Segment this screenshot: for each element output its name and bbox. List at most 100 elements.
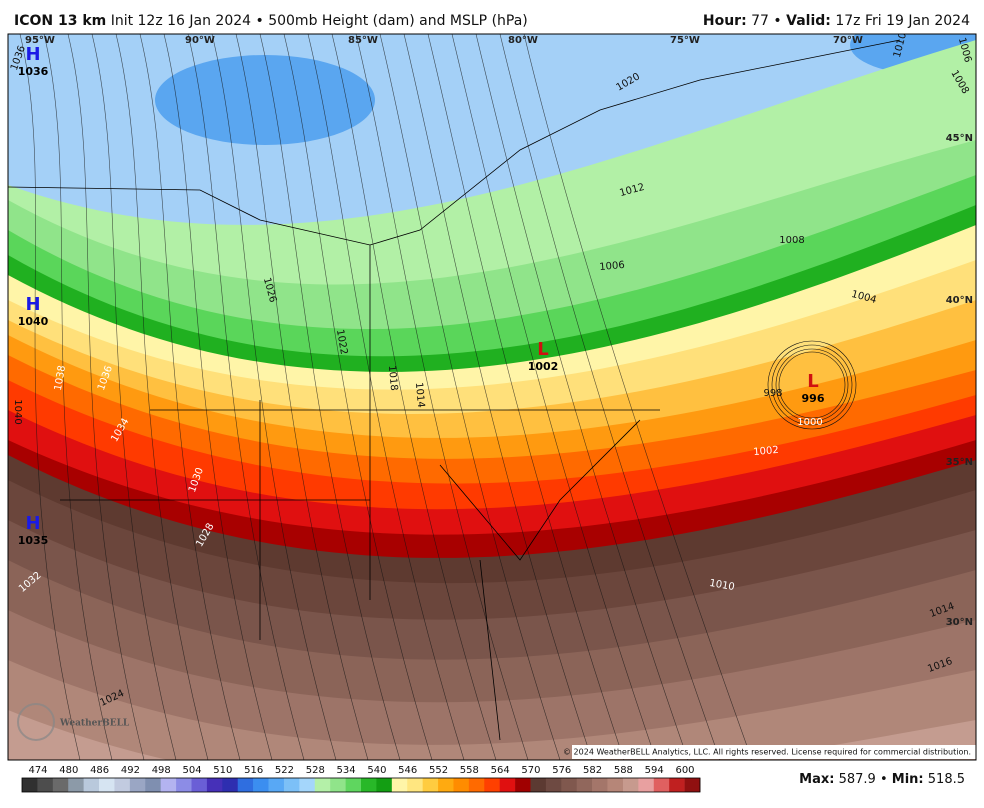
separator: • (773, 13, 781, 29)
center-letter: H (25, 44, 40, 65)
colorbar-tick-label: 552 (429, 765, 448, 776)
color-swatch (391, 778, 408, 792)
map: 95°W 90°W 85°W 80°W 75°W 70°W 45°N 40°N 35°N 30°N… (8, 34, 976, 760)
color-swatch (669, 778, 685, 792)
color-swatch (376, 778, 393, 792)
color-swatch (314, 778, 331, 792)
color-swatch (592, 778, 608, 792)
colorbar-tick-label: 564 (491, 765, 510, 776)
isobar (475, 34, 689, 760)
colorbar-tick-label: 546 (398, 765, 417, 776)
colorbar-tick-label: 582 (583, 765, 602, 776)
colorbar-tick-label: 600 (675, 765, 694, 776)
color-swatch (299, 778, 316, 792)
colorbar-tick-label: 570 (521, 765, 540, 776)
isobar-label: 1010 (708, 578, 735, 593)
isobar-label: 1002 (753, 445, 779, 458)
colorbar-tick-label: 528 (306, 765, 325, 776)
hour-label: Hour: (703, 13, 747, 29)
min-label: Min: (892, 772, 924, 787)
colorbar-border (21, 777, 701, 793)
isobar (427, 34, 625, 760)
center-value: 1040 (18, 315, 49, 328)
center-letter: H (25, 513, 40, 534)
isobar (283, 34, 433, 760)
color-swatch (191, 778, 208, 792)
isobar-label: 1008 (779, 235, 804, 246)
center-letter: L (807, 371, 818, 392)
colorbar-tick-label: 474 (28, 765, 47, 776)
field (155, 55, 375, 145)
longitude-label: 70°W (833, 35, 863, 46)
colorbar-tick-label: 534 (337, 765, 356, 776)
colorbar-tick-label: 540 (367, 765, 386, 776)
colorbar-tick-label: 594 (645, 765, 664, 776)
color-swatch (361, 778, 377, 792)
color-swatch (438, 778, 454, 792)
color-swatch (83, 778, 100, 792)
color-swatch (160, 778, 177, 792)
color-swatch (145, 778, 161, 792)
isobar-label: 1022 (334, 329, 349, 356)
model: ICON 13 km (14, 13, 106, 29)
isobar-label: 1000 (797, 417, 822, 428)
colorbar-tick-label: 504 (183, 765, 202, 776)
isobar (235, 34, 369, 760)
color-swatch (52, 778, 69, 792)
max-label: Max: (799, 772, 834, 787)
isobar (91, 34, 177, 760)
longitude-label: 85°W (348, 35, 378, 46)
color-swatch (345, 778, 362, 792)
logo-mark (17, 703, 55, 741)
max: 587.9 (839, 772, 876, 787)
colorbar-tick-label: 492 (121, 765, 140, 776)
min: 518.5 (928, 772, 965, 787)
isobar (403, 34, 593, 760)
color-swatch (576, 778, 593, 792)
isobar (523, 34, 753, 760)
isobar (307, 34, 465, 760)
color-swatch (499, 778, 516, 792)
colorbar-tick-label: 510 (213, 765, 232, 776)
isobar (139, 34, 241, 760)
header-left: ICON 13 km Init 12z 16 Jan 2024 • 500mb … (14, 13, 528, 29)
color-swatch (222, 778, 239, 792)
colorbar-tick-label: 486 (90, 765, 109, 776)
center-value: 996 (802, 392, 825, 405)
center-letter: L (537, 339, 548, 360)
isobar (451, 34, 657, 760)
colorbar-tick-label: 588 (614, 765, 633, 776)
map-border (7, 33, 977, 761)
isobar (259, 34, 401, 760)
center-value: 1002 (528, 360, 559, 373)
isobar (43, 34, 113, 760)
isobar (379, 34, 561, 760)
separator: • (880, 772, 888, 787)
isobar-label: 1006 (599, 260, 625, 273)
isobar-label: 1014 (413, 382, 426, 408)
color-swatch (484, 778, 500, 792)
isobar-label: 1038 (53, 365, 68, 392)
colorbar-tick-label: 498 (152, 765, 171, 776)
isobar-label: 998 (763, 388, 782, 399)
isobar (211, 34, 337, 760)
isobar (19, 34, 81, 760)
latitude-label: 35°N (946, 457, 973, 468)
color-swatch (206, 778, 223, 792)
stats: Max: 587.9 • Min: 518.5 (799, 772, 965, 787)
border (8, 39, 901, 741)
color-swatch (330, 778, 346, 792)
valid: 17z Fri 19 Jan 2024 (835, 13, 970, 29)
valid-label: Valid: (786, 13, 831, 29)
isobar (767, 340, 857, 430)
copyright: © 2024 WeatherBELL Analytics, LLC. All r… (563, 748, 971, 757)
isobar (771, 344, 853, 426)
isobar (163, 34, 273, 760)
color-swatch (129, 778, 146, 792)
color-swatch (530, 778, 547, 792)
colorbar-tick-label: 522 (275, 765, 294, 776)
color-swatch (653, 778, 670, 792)
colorbar-tick-label: 480 (59, 765, 78, 776)
latitude-label: 30°N (946, 617, 973, 628)
color-swatch (561, 778, 578, 792)
